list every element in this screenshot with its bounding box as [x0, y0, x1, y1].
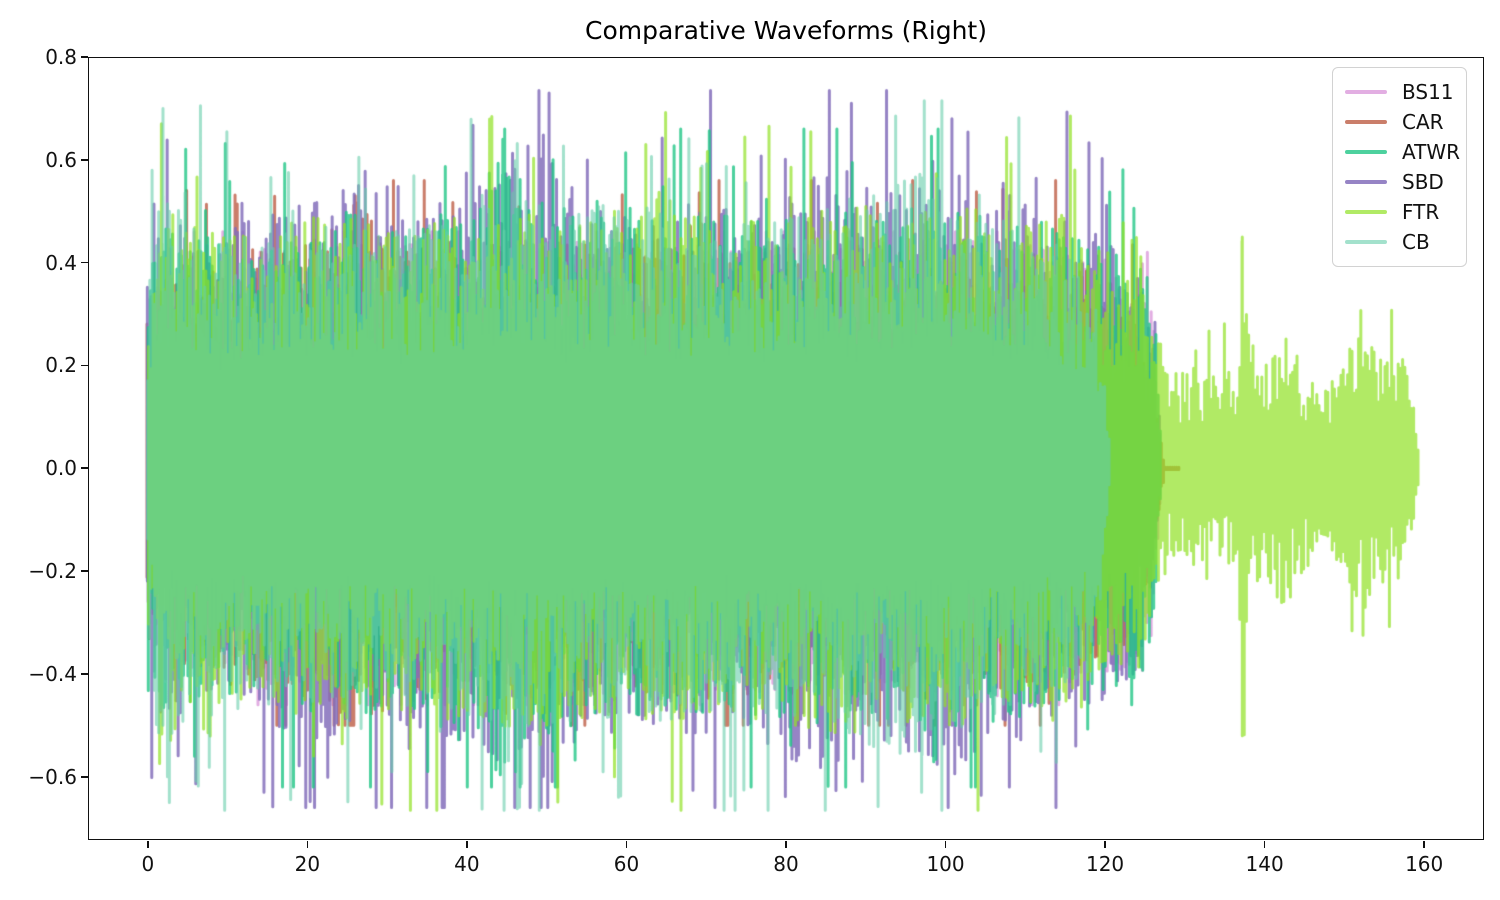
x-tick-label: 0 [141, 852, 155, 876]
legend: BS11 CAR ATWR SBD FTR CB [1332, 67, 1467, 267]
legend-line-swatch [1345, 240, 1387, 244]
x-tick-mark [1423, 841, 1425, 848]
x-tick-mark [146, 841, 149, 848]
x-tick-label: 100 [926, 852, 965, 876]
y-tick-mark [81, 775, 88, 778]
legend-line-swatch [1345, 180, 1387, 184]
legend-item-ftr: FTR [1345, 197, 1454, 227]
legend-label: ATWR [1402, 140, 1461, 164]
legend-line-swatch [1345, 210, 1387, 214]
x-tick-mark [1263, 841, 1266, 848]
x-tick-label: 140 [1245, 852, 1284, 876]
y-tick-mark [81, 56, 88, 58]
x-tick-label: 60 [613, 852, 640, 876]
x-tick-mark [785, 841, 787, 848]
legend-line-swatch [1345, 120, 1387, 124]
y-tick-label: −0.2 [28, 559, 77, 584]
y-tick-mark [81, 673, 88, 675]
y-tick-mark [81, 467, 88, 470]
y-tick-mark [81, 158, 88, 161]
x-tick-mark [944, 841, 947, 848]
x-tick-mark [1104, 841, 1106, 848]
legend-item-sbd: SBD [1345, 167, 1454, 197]
y-tick-label: 0.8 [45, 45, 77, 69]
y-tick-mark [81, 261, 88, 264]
x-tick-label: 20 [294, 852, 321, 876]
legend-label: FTR [1402, 200, 1440, 224]
legend-label: CB [1402, 230, 1430, 254]
x-tick-label: 40 [454, 852, 480, 876]
waveform-canvas [88, 57, 1484, 840]
y-tick-label: −0.4 [28, 661, 77, 686]
x-tick-label: 160 [1405, 852, 1444, 876]
x-tick-mark [466, 841, 468, 848]
y-tick-mark [81, 364, 88, 367]
y-tick-label: 0.4 [45, 250, 77, 275]
x-tick-label: 120 [1085, 852, 1125, 876]
x-tick-mark [306, 841, 309, 848]
x-tick-label: 80 [773, 852, 799, 876]
y-tick-label: 0.0 [45, 456, 77, 481]
legend-line-swatch [1345, 90, 1387, 94]
x-tick-mark [625, 841, 628, 848]
y-tick-label: 0.6 [45, 147, 77, 172]
y-tick-label: −0.6 [28, 764, 77, 789]
legend-item-cb: CB [1345, 227, 1454, 257]
y-tick-mark [81, 570, 88, 572]
chart-title: Comparative Waveforms (Right) [585, 16, 987, 45]
legend-item-atwr: ATWR [1345, 137, 1460, 167]
legend-item-car: CAR [1345, 107, 1454, 137]
legend-item-bs11: BS11 [1345, 77, 1454, 107]
legend-label: CAR [1402, 110, 1444, 134]
legend-label: BS11 [1402, 80, 1454, 104]
legend-label: SBD [1402, 170, 1444, 194]
y-tick-label: 0.2 [45, 353, 77, 378]
legend-line-swatch [1345, 150, 1387, 154]
